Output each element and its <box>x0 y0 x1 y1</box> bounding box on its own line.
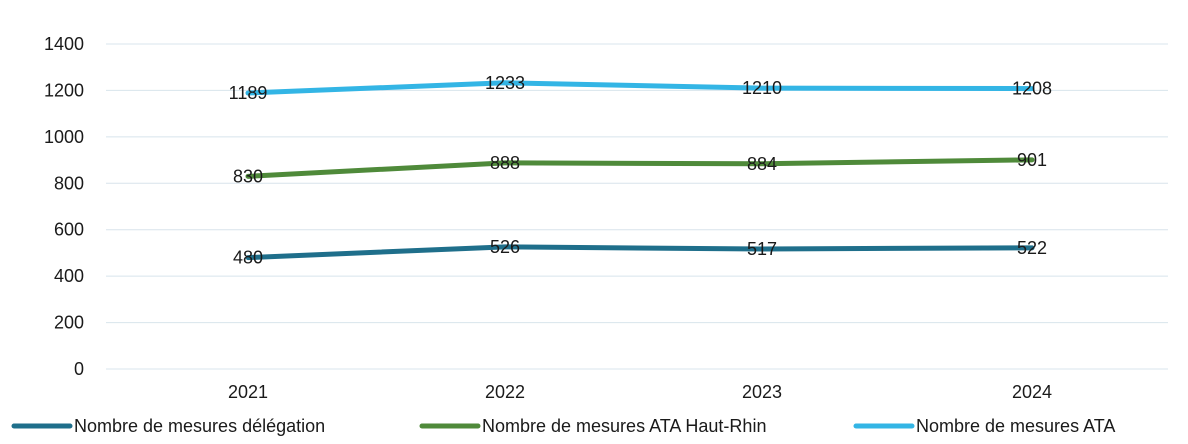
y-tick-label: 1400 <box>44 34 84 54</box>
data-label: 517 <box>747 239 777 259</box>
data-label: 1189 <box>229 83 268 103</box>
y-tick-label: 800 <box>54 173 84 193</box>
legend: Nombre de mesures délégation Nombre de me… <box>11 416 1115 436</box>
data-label: 830 <box>233 166 263 186</box>
series-lines <box>245 80 1035 261</box>
x-tick-label: 2023 <box>742 382 782 402</box>
y-axis: 0 200 400 600 800 1000 1200 1400 <box>44 34 84 379</box>
x-tick-label: 2022 <box>485 382 525 402</box>
series-line-3 <box>245 80 1035 96</box>
x-axis: 2021 2022 2023 2024 <box>228 382 1052 402</box>
data-label: 1210 <box>742 78 782 98</box>
data-label: 884 <box>747 154 777 174</box>
y-tick-label: 400 <box>54 266 84 286</box>
y-tick-label: 200 <box>54 313 84 333</box>
series-line-1 <box>245 244 1035 261</box>
data-label: 888 <box>490 153 520 173</box>
legend-label: Nombre de mesures délégation <box>74 416 325 436</box>
data-label: 1233 <box>485 73 525 93</box>
data-label: 1208 <box>1012 79 1052 99</box>
y-tick-label: 1200 <box>44 80 84 100</box>
legend-label: Nombre de mesures ATA Haut-Rhin <box>482 416 766 436</box>
x-tick-label: 2021 <box>228 382 268 402</box>
y-tick-label: 600 <box>54 220 84 240</box>
data-label: 522 <box>1017 238 1047 258</box>
y-tick-label: 1000 <box>44 127 84 147</box>
y-tick-label: 0 <box>74 359 84 379</box>
data-label: 480 <box>233 248 263 268</box>
data-label: 901 <box>1017 150 1047 170</box>
data-labels: 480 526 517 522 830 888 884 901 1189 1233 1210 1208 <box>229 73 1052 268</box>
series-line-2 <box>245 157 1035 179</box>
legend-label: Nombre de mesures ATA <box>916 416 1115 436</box>
x-tick-label: 2024 <box>1012 382 1052 402</box>
data-label: 526 <box>490 237 520 257</box>
